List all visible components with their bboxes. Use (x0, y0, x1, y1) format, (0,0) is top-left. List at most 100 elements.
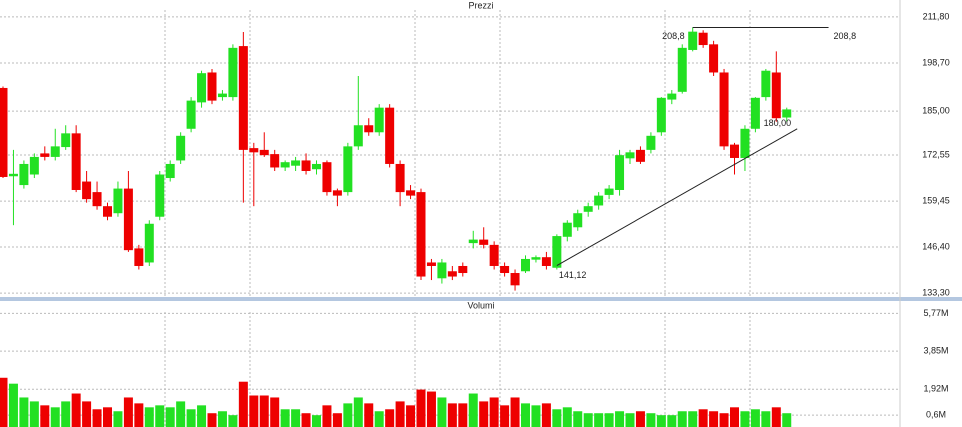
volume-bar (249, 395, 259, 427)
candle-body (395, 163, 405, 193)
volume-bar (71, 393, 81, 427)
candle-body (489, 244, 499, 266)
volume-bar (207, 413, 217, 427)
volume-bar (594, 413, 604, 427)
volume-bar (625, 413, 635, 427)
volume-bar (656, 415, 666, 427)
volume-bar (186, 409, 196, 427)
candle-body (103, 206, 112, 217)
candle-body (291, 160, 301, 166)
volume-bar (406, 405, 416, 427)
y-tick-label: 198,70 (922, 57, 950, 67)
candle-body (562, 222, 572, 237)
y-tick-label: 5,77M (923, 308, 948, 318)
volume-bar (531, 405, 541, 427)
volume-bar (113, 411, 123, 427)
volume-bar (82, 401, 92, 427)
volume-bar (0, 377, 8, 427)
volume-bar (782, 413, 792, 427)
volume-bar (8, 383, 18, 427)
candle-body (249, 148, 259, 153)
candle-body (186, 100, 196, 129)
volume-bar (750, 409, 760, 427)
candle-body (29, 156, 39, 175)
candle-body (426, 262, 436, 266)
candle-body (155, 174, 165, 217)
volume-bar (479, 401, 489, 427)
candle-body (688, 31, 698, 50)
volume-bar (771, 407, 781, 427)
candle-body (280, 162, 290, 168)
candle-body (71, 133, 81, 190)
candle-body (144, 223, 154, 263)
candle-body (750, 97, 760, 129)
panel-title: Volumi (467, 300, 494, 310)
volume-bar (40, 405, 50, 427)
candle-body (521, 258, 530, 272)
volume-bar (573, 411, 583, 427)
volume-bar (103, 407, 112, 427)
volume-bar (123, 397, 133, 427)
candle-body (531, 257, 541, 260)
candle-body (406, 190, 416, 196)
candle-body (197, 73, 207, 103)
volume-bar (635, 411, 645, 427)
candle-body (500, 265, 510, 274)
candle-body (709, 44, 719, 73)
candle-body (61, 133, 71, 148)
volume-bar (719, 413, 729, 427)
candle-body (667, 93, 677, 100)
volume-bar (134, 403, 144, 427)
volume-bar (688, 411, 698, 427)
candle-body (322, 162, 332, 193)
candle-body (134, 248, 144, 266)
volume-bar (416, 389, 426, 427)
volume-bar (364, 403, 374, 427)
candle-body (594, 195, 604, 206)
candle-body (583, 206, 593, 212)
candle-body (123, 188, 133, 251)
volume-bar (489, 397, 499, 427)
volume-bar (374, 411, 384, 427)
volume-bar (50, 407, 60, 427)
volume-bar (677, 411, 687, 427)
candle-body (385, 107, 395, 164)
candle-body (468, 239, 478, 244)
candle-body (447, 271, 457, 277)
volume-bar (458, 403, 468, 427)
volume-bar (761, 411, 771, 427)
candle-body (635, 149, 645, 162)
volume-bar (197, 405, 207, 427)
y-tick-label: 133,30 (922, 287, 950, 297)
volume-bar (395, 401, 405, 427)
candle-body (719, 72, 729, 147)
volume-bar (709, 411, 719, 427)
candle-body (92, 192, 102, 207)
volume-bar (165, 407, 175, 427)
candle-body (312, 163, 321, 170)
candle-body (343, 146, 353, 193)
annotation: 180,00 (764, 118, 792, 128)
candle-body (656, 97, 666, 133)
candle-body (176, 135, 186, 161)
volume-bar (510, 397, 520, 427)
volume-bar (259, 395, 269, 427)
candle-body (113, 188, 123, 214)
candle-body (782, 109, 792, 118)
candle-body (301, 160, 311, 171)
volume-bar (92, 409, 102, 427)
volume-bar (343, 403, 353, 427)
volume-bar (155, 405, 165, 427)
volume-bar (667, 415, 677, 427)
y-tick-label: 172,55 (922, 149, 950, 159)
candle-body (458, 265, 468, 274)
candle-body (238, 46, 248, 150)
annotation: 208,8 (834, 31, 857, 41)
candle-body (698, 32, 708, 46)
candle-body (541, 257, 551, 266)
candle-body (270, 154, 280, 168)
volume-bar (437, 397, 447, 427)
volume-bar (217, 411, 227, 427)
volume-bar (312, 415, 321, 427)
candle-body (730, 144, 739, 158)
